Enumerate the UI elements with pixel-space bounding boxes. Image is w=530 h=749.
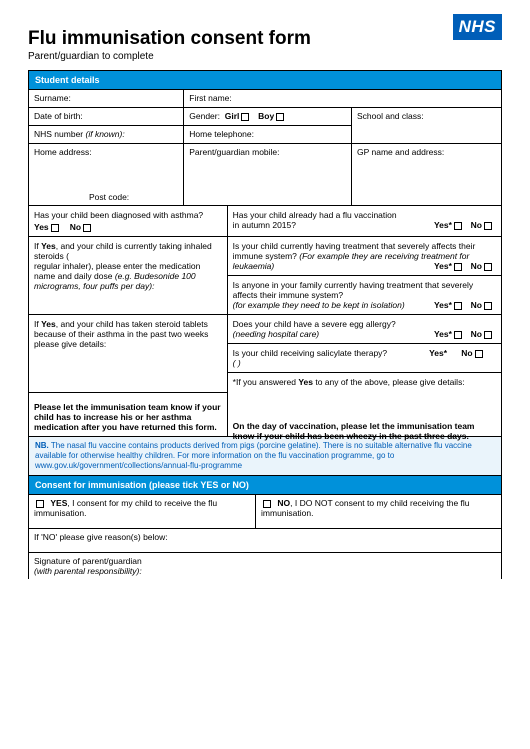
nhs-label: NHS number <box>34 129 83 139</box>
consent-table: YES, I consent for my child to receive t… <box>28 494 502 579</box>
medical-questions-table: Has your child been diagnosed with asthm… <box>28 206 502 437</box>
wheezy-note: On the day of vaccination, please let th… <box>233 421 496 441</box>
dob-label: Date of birth: <box>34 111 83 121</box>
gp-label: GP name and address: <box>357 147 444 157</box>
boy-label: Boy <box>258 111 274 121</box>
q2-yes-checkbox[interactable] <box>454 263 462 271</box>
signature-label: Signature of parent/guardian <box>34 556 142 566</box>
reason-label: If 'NO' please give reason(s) below: <box>34 532 168 542</box>
home-tel-label: Home telephone: <box>189 129 254 139</box>
nhs-logo: NHS <box>453 14 502 40</box>
asthma-yes-checkbox[interactable] <box>51 224 59 232</box>
details-prompt: *If you answered Yes to any of the above… <box>233 377 496 387</box>
q4-yes-checkbox[interactable] <box>454 331 462 339</box>
q2-no-checkbox[interactable] <box>484 263 492 271</box>
family-immune-question: Is anyone in your family currently havin… <box>233 280 496 310</box>
mobile-label: Parent/guardian mobile: <box>189 147 279 157</box>
consent-yes-label: YES <box>50 498 67 508</box>
q3-yes-checkbox[interactable] <box>454 302 462 310</box>
nb-note: NB. The nasal flu vaccine contains produ… <box>28 437 502 476</box>
gender-label: Gender: <box>189 111 220 121</box>
girl-checkbox[interactable] <box>241 113 249 121</box>
no-label: No <box>70 222 81 232</box>
salicylate-question: Is your child receiving salicylate thera… <box>233 348 496 368</box>
student-details-table: Surname: First name: Date of birth: Gend… <box>28 89 502 206</box>
asthma-no-checkbox[interactable] <box>83 224 91 232</box>
page-subtitle: Parent/guardian to complete <box>28 51 502 62</box>
firstname-label: First name: <box>189 93 232 103</box>
surname-label: Surname: <box>34 93 71 103</box>
consent-no-checkbox[interactable] <box>263 500 271 508</box>
page-title: Flu immunisation consent form <box>28 28 502 50</box>
signature-note: (with parental responsibility): <box>34 566 142 576</box>
q5-no-checkbox[interactable] <box>475 350 483 358</box>
q1-yes-checkbox[interactable] <box>454 222 462 230</box>
tablets-text: If Yes, and your child has taken steroid… <box>34 319 208 349</box>
egg-question: Does your child have a severe egg allerg… <box>233 319 496 339</box>
consent-yes-checkbox[interactable] <box>36 500 44 508</box>
immune-question: Is your child currently having treatment… <box>233 241 496 271</box>
postcode-label: Post code: <box>89 192 129 202</box>
boy-checkbox[interactable] <box>276 113 284 121</box>
consent-header: Consent for immunisation (please tick YE… <box>28 476 502 494</box>
consent-no-label: NO <box>277 498 290 508</box>
q4-no-checkbox[interactable] <box>484 331 492 339</box>
student-details-header: Student details <box>28 70 502 89</box>
nhs-note: (if known): <box>86 129 125 139</box>
yes-label: Yes <box>34 222 49 232</box>
asthma-footer: Please let the immunisation team know if… <box>34 402 222 432</box>
consent-no-text: , I DO NOT consent to my child receiving… <box>261 498 469 518</box>
flu-vac-question: Has your child already had a flu vaccina… <box>233 210 496 230</box>
school-label: School and class: <box>357 111 424 121</box>
q3-no-checkbox[interactable] <box>484 302 492 310</box>
steroid-text: If Yes, and your child is currently taki… <box>34 241 212 291</box>
q1-no-checkbox[interactable] <box>484 222 492 230</box>
girl-label: Girl <box>225 111 240 121</box>
home-address-label: Home address: <box>34 147 92 157</box>
asthma-question: Has your child been diagnosed with asthm… <box>34 210 222 220</box>
